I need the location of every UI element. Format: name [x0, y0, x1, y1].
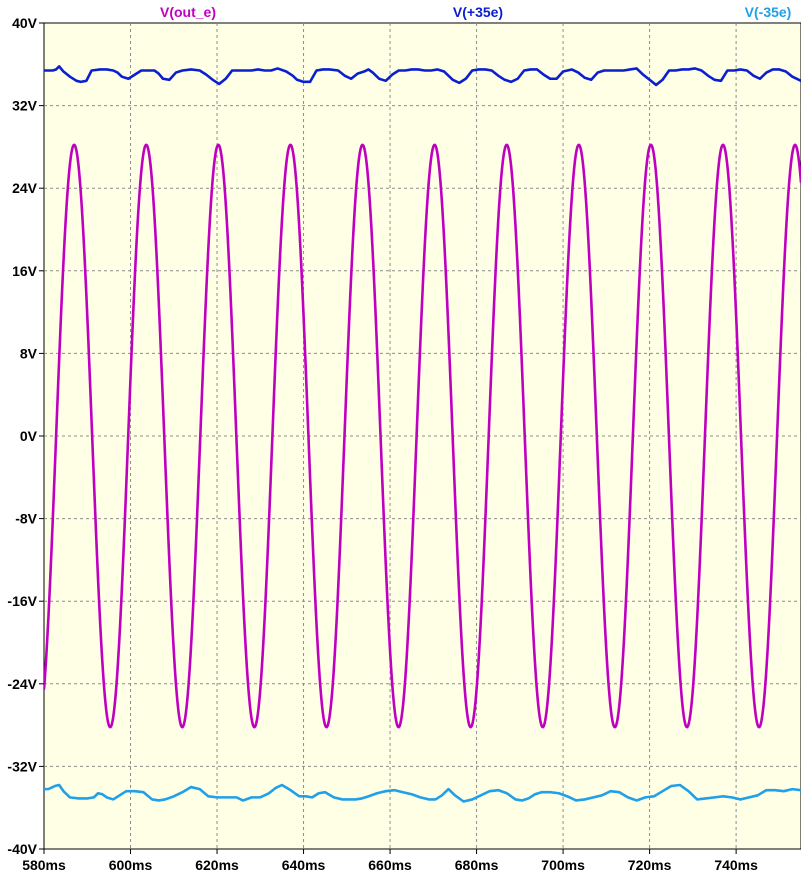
y-tick-label: -8V: [15, 511, 37, 527]
x-tick-label: 680ms: [455, 857, 499, 873]
legend-label-out[interactable]: V(out_e): [160, 4, 216, 20]
y-tick-label: -40V: [7, 841, 37, 857]
x-tick-label: 600ms: [109, 857, 153, 873]
y-tick-label: -24V: [7, 676, 37, 692]
x-tick-label: 740ms: [714, 857, 758, 873]
traces: [44, 65, 801, 803]
y-tick-label: -16V: [7, 593, 37, 609]
y-axis: 40V 32V 24V 16V 8V 0V -8V -16V -24V -32V -40V: [7, 15, 44, 857]
x-tick-label: 580ms: [22, 857, 66, 873]
y-tick-label: 24V: [12, 180, 38, 196]
y-tick-label: 8V: [20, 345, 38, 361]
y-tick-label: 16V: [12, 263, 38, 279]
trace-minus35e: [44, 783, 801, 803]
x-tick-label: 660ms: [368, 857, 412, 873]
x-tick-label: 620ms: [195, 857, 239, 873]
legend-label-minus35[interactable]: V(-35e): [745, 4, 792, 20]
y-tick-label: 40V: [12, 15, 38, 31]
x-axis: 580ms 600ms 620ms 640ms 660ms 680ms 700ms 720ms…: [22, 849, 758, 873]
y-tick-label: -32V: [7, 758, 37, 774]
x-tick-label: 720ms: [628, 857, 672, 873]
legend: V(out_e) V(+35e) V(-35e): [160, 4, 791, 20]
y-tick-label: 32V: [12, 98, 38, 114]
trace-out-e: [44, 143, 801, 729]
trace-plus35e: [44, 65, 801, 87]
x-tick-label: 640ms: [282, 857, 326, 873]
x-tick-label: 700ms: [541, 857, 585, 873]
y-tick-label: 0V: [20, 428, 38, 444]
legend-label-plus35[interactable]: V(+35e): [453, 4, 503, 20]
